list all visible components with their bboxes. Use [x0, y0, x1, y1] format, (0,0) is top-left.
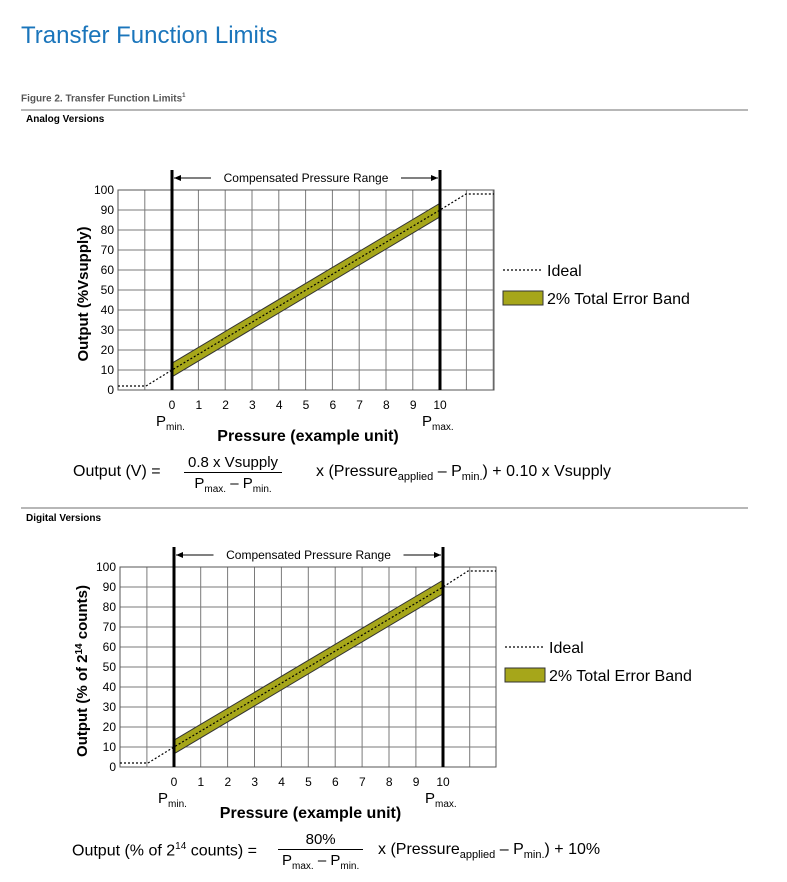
x-tick-label: 7 [356, 398, 363, 412]
x-tick-label: 10 [433, 398, 447, 412]
x-tick-label: 3 [249, 398, 256, 412]
figure-caption-text: Figure 2. Transfer Function Limits [21, 93, 183, 105]
range-arrowhead-left [174, 175, 181, 181]
ideal-line [118, 193, 494, 387]
x-tick-label: 0 [169, 398, 176, 412]
y-tick-label: 90 [103, 580, 117, 594]
x-tick-label: 5 [303, 398, 310, 412]
x-tick-label: 6 [332, 775, 339, 789]
x-tick-label: 8 [383, 398, 390, 412]
section-rule [21, 109, 748, 111]
pmin-label: Pmin. [158, 790, 187, 810]
pmin-sub: min. [166, 422, 185, 433]
range-arrowhead-right [431, 175, 438, 181]
pmax-sub: max. [435, 799, 457, 810]
y-tick-label: 100 [96, 560, 116, 574]
digital-formula-denominator: Pmax. – Pmin. [282, 852, 360, 872]
y-axis-title-sup: 14 [74, 643, 85, 655]
digital-section-label: Digital Versions [26, 513, 102, 524]
x-tick-label: 1 [198, 775, 205, 789]
pmax-label: Pmax. [422, 413, 454, 433]
x-tick-label: 0 [171, 775, 178, 789]
plot-frame [117, 189, 495, 391]
digital-formula-lhs: Output (% of 214 counts) = [72, 841, 257, 860]
x-tick-label: 10 [436, 775, 450, 789]
x-tick-label: 8 [386, 775, 393, 789]
y-tick-label: 40 [101, 303, 115, 317]
analog-formula-fraction: 0.8 x Vsupply Pmax. – Pmin. [184, 454, 283, 495]
x-tick-label: 3 [251, 775, 258, 789]
x-tick-label: 2 [222, 398, 229, 412]
y-tick-label: 30 [101, 323, 115, 337]
pmin-label: Pmin. [156, 413, 185, 433]
legend-ideal-label: Ideal [547, 263, 582, 280]
y-tick-label: 70 [103, 620, 117, 634]
analog-section-label: Analog Versions [26, 114, 105, 125]
legend-band-label: 2% Total Error Band [549, 668, 692, 685]
analog-formula-lhs: Output (V) = [73, 463, 161, 480]
y-axis-title: Output (% of 214 counts) [74, 585, 91, 757]
y-tick-label: 0 [109, 760, 116, 774]
x-tick-label: 2 [224, 775, 231, 789]
ideal-line [120, 570, 496, 764]
x-axis-title: Pressure (example unit) [217, 428, 398, 445]
y-tick-label: 50 [103, 660, 117, 674]
figure-caption: Figure 2. Transfer Function Limits1 [21, 93, 185, 104]
x-tick-label: 4 [278, 775, 285, 789]
range-arrowhead-left [176, 552, 183, 558]
legend-band-swatch [504, 667, 546, 683]
x-tick-label: 9 [413, 775, 420, 789]
figure-caption-note: 1 [182, 93, 186, 99]
x-tick-label: 6 [329, 398, 336, 412]
y-tick-label: 80 [103, 600, 117, 614]
y-tick-label: 80 [101, 223, 115, 237]
pmax-label: Pmax. [425, 790, 457, 810]
analog-formula-numerator: 0.8 x Vsupply [184, 454, 283, 473]
digital-formula-fraction: 80% Pmax. – Pmin. [278, 831, 364, 872]
y-axis-title-b: counts) [74, 585, 91, 643]
analog-formula-denominator: Pmax. – Pmin. [194, 475, 272, 495]
legend-ideal-label: Ideal [549, 640, 584, 657]
y-tick-label: 100 [94, 183, 114, 197]
y-tick-label: 60 [101, 263, 115, 277]
legend-band-swatch [502, 290, 544, 306]
y-tick-label: 70 [101, 243, 115, 257]
plot-frame [119, 566, 497, 768]
range-label: Compensated Pressure Range [226, 548, 391, 562]
x-tick-label: 5 [305, 775, 312, 789]
y-tick-label: 60 [103, 640, 117, 654]
digital-formula-numerator: 80% [278, 831, 364, 850]
legend-band-label: 2% Total Error Band [547, 291, 690, 308]
y-tick-label: 20 [101, 343, 115, 357]
y-axis-title: Output (%Vsupply) [75, 227, 92, 362]
y-tick-label: 10 [101, 363, 115, 377]
x-tick-label: 9 [410, 398, 417, 412]
x-tick-label: 1 [195, 398, 202, 412]
digital-transfer-chart: Compensated Pressure Range01020304050607… [74, 547, 692, 822]
y-tick-label: 0 [107, 383, 114, 397]
x-axis-title: Pressure (example unit) [220, 805, 401, 822]
x-tick-label: 7 [359, 775, 366, 789]
x-tick-label: 4 [276, 398, 283, 412]
y-tick-label: 90 [101, 203, 115, 217]
y-tick-label: 20 [103, 720, 117, 734]
range-arrowhead-right [434, 552, 441, 558]
page-title: Transfer Function Limits [21, 22, 278, 49]
digital-formula-rhs: x (Pressureapplied – Pmin.) + 10% [378, 841, 601, 862]
y-tick-label: 10 [103, 740, 117, 754]
section-rule [21, 507, 748, 509]
analog-transfer-chart: Compensated Pressure Range01020304050607… [75, 170, 690, 445]
analog-formula-rhs: x (Pressureapplied – Pmin.) + 0.10 x Vsu… [316, 463, 612, 484]
y-tick-label: 40 [103, 680, 117, 694]
pmin-sub: min. [168, 799, 187, 810]
range-label: Compensated Pressure Range [224, 171, 389, 185]
y-tick-label: 50 [101, 283, 115, 297]
y-axis-title-a: Output (% of 2 [74, 654, 91, 756]
y-tick-label: 30 [103, 700, 117, 714]
pmax-sub: max. [432, 422, 454, 433]
